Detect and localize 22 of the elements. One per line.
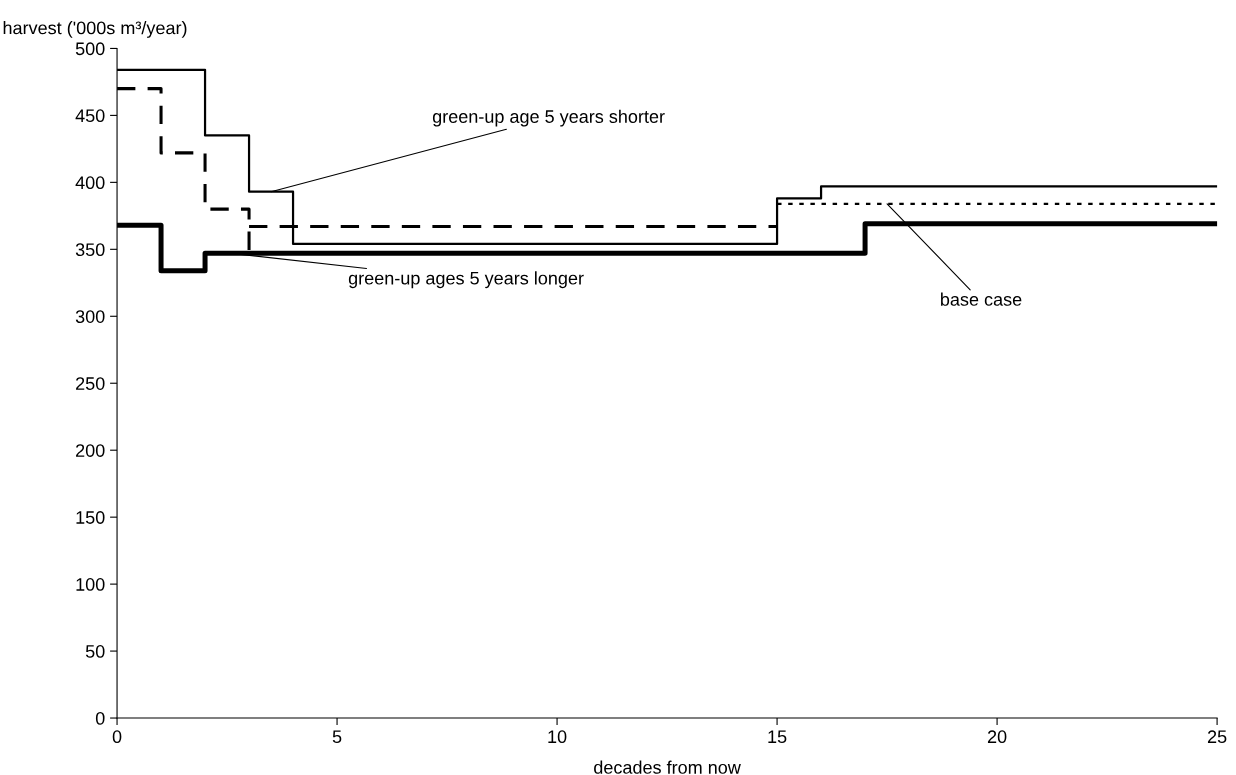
y-tick-label: 50 [85, 645, 105, 658]
y-tick-label: 500 [75, 42, 105, 56]
x-axis-title: decades from now [594, 760, 741, 774]
y-tick-label: 300 [75, 310, 105, 323]
y-tick-label: 350 [75, 243, 105, 257]
x-tick-label: 5 [332, 730, 342, 744]
annotation: green-up age 5 years shorter [432, 109, 665, 127]
x-tick-label: 25 [1207, 730, 1227, 744]
x-tick-label: 10 [548, 730, 567, 744]
x-tick-label: 20 [987, 730, 1007, 744]
y-tick-label: 200 [76, 444, 105, 457]
x-tick-label: 15 [768, 730, 787, 744]
annotation: base case [941, 292, 1022, 306]
y-tick-label: 150 [76, 511, 105, 524]
y-tick-label: 100 [76, 578, 105, 591]
y-axis-title: harvest ('000s m³/year) [3, 21, 187, 38]
annotation: green-up ages 5 years longer [348, 271, 584, 289]
y-tick-label: 250 [76, 377, 105, 390]
x-tick-label: 0 [112, 730, 122, 744]
y-tick-label: 0 [95, 711, 105, 725]
y-tick-label: 400 [75, 176, 105, 190]
y-tick-label: 450 [75, 109, 105, 123]
